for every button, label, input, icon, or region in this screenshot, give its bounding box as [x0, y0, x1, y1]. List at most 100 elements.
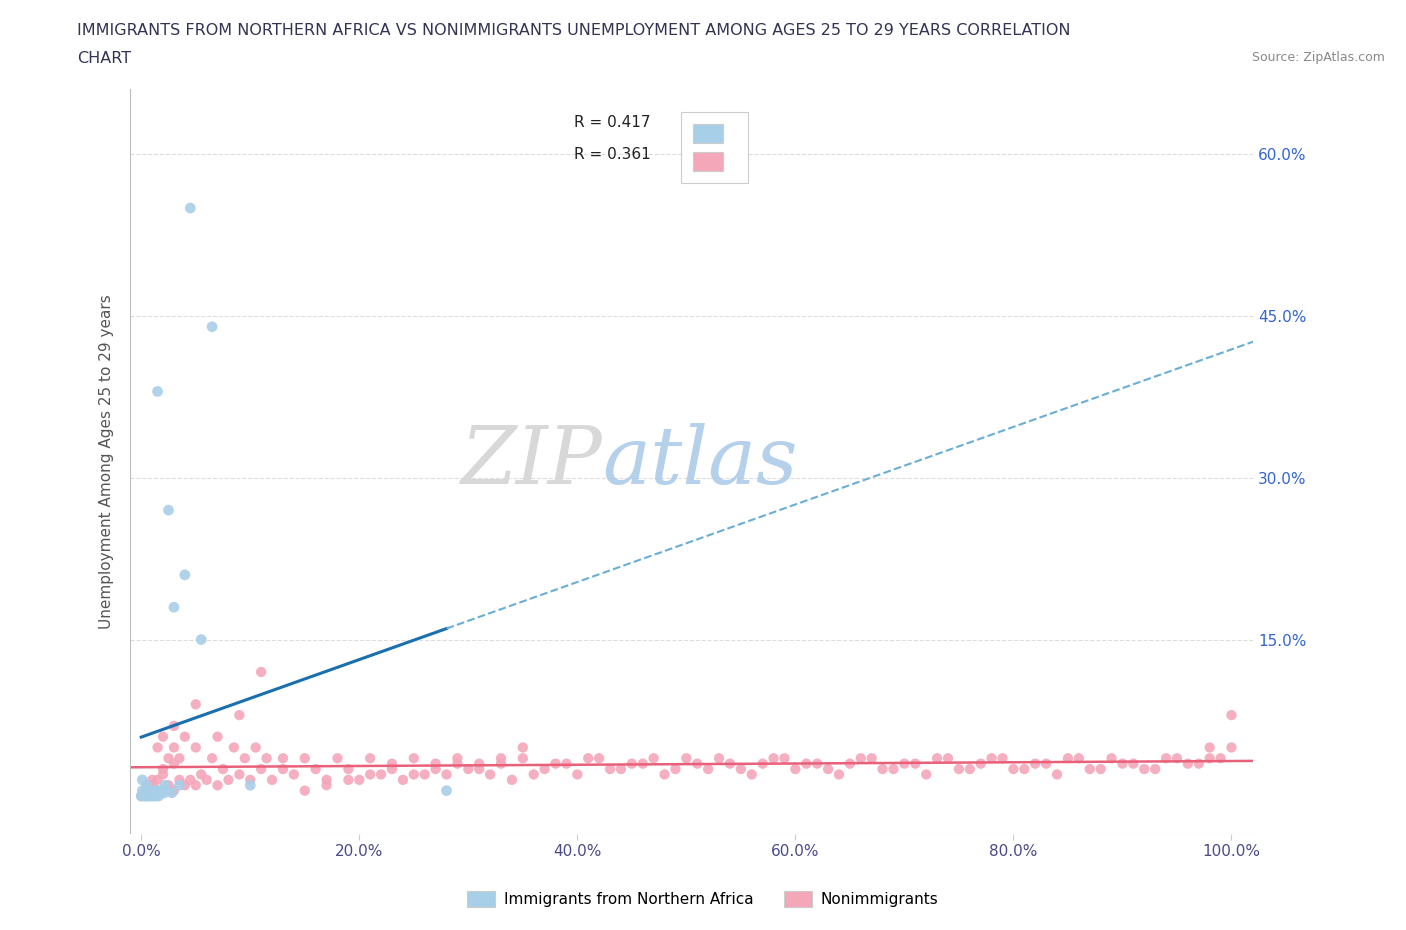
Point — [631, 756, 654, 771]
Point — [1014, 762, 1036, 777]
Point — [523, 767, 546, 782]
Point — [157, 777, 180, 792]
Point — [146, 783, 169, 798]
Point — [1198, 740, 1220, 755]
Point — [1177, 756, 1199, 771]
Point — [271, 751, 294, 765]
Point — [751, 756, 773, 771]
Point — [1035, 756, 1057, 771]
Point — [141, 785, 163, 800]
Point — [315, 777, 337, 792]
Point — [1188, 756, 1211, 771]
Point — [173, 777, 195, 792]
Point — [882, 762, 904, 777]
Point — [446, 751, 468, 765]
Point — [446, 756, 468, 771]
Point — [1133, 762, 1156, 777]
Point — [145, 789, 167, 804]
Point — [141, 773, 163, 788]
Point — [948, 762, 970, 777]
Point — [184, 697, 207, 711]
Point — [980, 751, 1002, 765]
Point — [697, 762, 720, 777]
Point — [838, 756, 860, 771]
Point — [129, 789, 152, 804]
Point — [190, 632, 212, 647]
Point — [707, 751, 730, 765]
Point — [893, 756, 915, 771]
Point — [392, 773, 415, 788]
Point — [718, 756, 741, 771]
Point — [135, 777, 157, 792]
Point — [152, 729, 174, 744]
Text: N = 144: N = 144 — [681, 148, 748, 163]
Point — [915, 767, 938, 782]
Point — [146, 384, 169, 399]
Point — [512, 751, 534, 765]
Point — [222, 740, 245, 755]
Point — [806, 756, 828, 771]
Point — [402, 767, 425, 782]
Y-axis label: Unemployment Among Ages 25 to 29 years: Unemployment Among Ages 25 to 29 years — [100, 294, 114, 629]
Point — [654, 767, 676, 782]
Point — [201, 319, 224, 334]
Point — [1166, 751, 1188, 765]
Point — [250, 665, 273, 680]
Point — [359, 767, 381, 782]
Point — [479, 767, 502, 782]
Point — [381, 762, 404, 777]
Point — [1067, 751, 1090, 765]
Point — [169, 751, 191, 765]
Point — [1220, 740, 1243, 755]
Point — [152, 767, 174, 782]
Point — [160, 785, 183, 800]
Point — [413, 767, 436, 782]
Point — [283, 767, 305, 782]
Legend: Immigrants from Northern Africa, Nonimmigrants: Immigrants from Northern Africa, Nonimmi… — [461, 884, 945, 913]
Point — [1198, 751, 1220, 765]
Point — [132, 789, 155, 804]
Point — [141, 783, 163, 798]
Point — [817, 762, 839, 777]
Point — [1122, 756, 1144, 771]
Point — [245, 740, 267, 755]
Point — [145, 783, 167, 798]
Point — [152, 783, 174, 798]
Point — [201, 751, 224, 765]
Point — [381, 756, 404, 771]
Point — [184, 740, 207, 755]
Point — [190, 767, 212, 782]
Point — [533, 762, 555, 777]
Text: Source: ZipAtlas.com: Source: ZipAtlas.com — [1251, 51, 1385, 64]
Point — [169, 773, 191, 788]
Point — [146, 740, 169, 755]
Point — [239, 777, 262, 792]
Point — [544, 756, 567, 771]
Point — [425, 762, 447, 777]
Point — [1101, 751, 1123, 765]
Point — [135, 789, 157, 804]
Point — [131, 773, 153, 788]
Point — [512, 740, 534, 755]
Point — [610, 762, 633, 777]
Point — [849, 751, 872, 765]
Text: atlas: atlas — [602, 423, 797, 500]
Point — [927, 751, 949, 765]
Point — [1078, 762, 1101, 777]
Point — [970, 756, 993, 771]
Point — [501, 773, 523, 788]
Point — [991, 751, 1014, 765]
Point — [664, 762, 686, 777]
Point — [872, 762, 894, 777]
Text: R = 0.361: R = 0.361 — [574, 148, 651, 163]
Point — [262, 773, 284, 788]
Point — [163, 600, 186, 615]
Point — [239, 773, 262, 788]
Point — [315, 773, 337, 788]
Point — [256, 751, 278, 765]
Text: ZIP: ZIP — [460, 423, 602, 500]
Point — [794, 756, 817, 771]
Point — [436, 783, 458, 798]
Point — [152, 762, 174, 777]
Point — [555, 756, 578, 771]
